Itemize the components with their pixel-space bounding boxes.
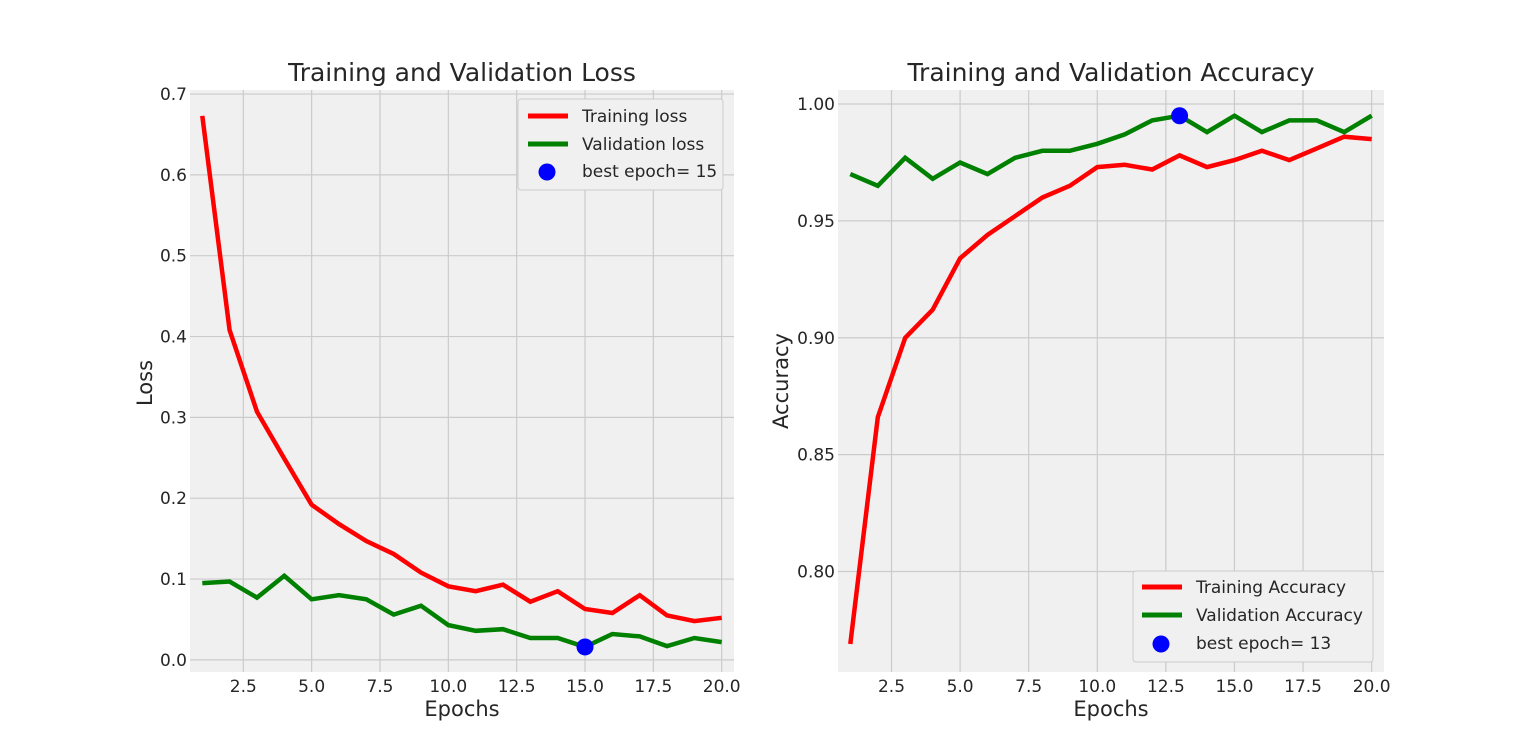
loss-legend: Training loss Validation loss best epoch… bbox=[517, 98, 724, 191]
accuracy-x-tick-label: 10.0 bbox=[1078, 677, 1116, 697]
accuracy-legend-training: Training Accuracy bbox=[1195, 578, 1346, 598]
accuracy-x-tick-label: 15.0 bbox=[1216, 677, 1254, 697]
loss-x-tick-label: 2.5 bbox=[230, 677, 257, 697]
loss-x-tick-label: 12.5 bbox=[498, 677, 536, 697]
accuracy-legend-best: best epoch= 13 bbox=[1196, 634, 1331, 654]
loss-y-axis-label: Loss bbox=[133, 360, 157, 406]
loss-y-tick-label: 0.1 bbox=[160, 570, 187, 590]
accuracy-series-validation-line bbox=[849, 113, 1373, 189]
loss-y-tick-label: 0.7 bbox=[160, 85, 187, 105]
accuracy-x-tick-label: 5.0 bbox=[947, 677, 974, 697]
loss-legend-box bbox=[517, 98, 724, 191]
loss-y-tick-label: 0.2 bbox=[160, 489, 187, 509]
accuracy-y-axis-label: Accuracy bbox=[769, 333, 793, 429]
loss-x-tick-label: 20.0 bbox=[703, 677, 741, 697]
loss-best-marker bbox=[576, 638, 594, 656]
loss-x-tick-label: 15.0 bbox=[566, 677, 604, 697]
loss-x-tick-label: 17.5 bbox=[634, 677, 672, 697]
accuracy-chart-title: Training and Validation Accuracy bbox=[906, 58, 1314, 87]
loss-y-tick-label: 0.4 bbox=[160, 328, 187, 348]
accuracy-series bbox=[848, 113, 1373, 645]
accuracy-y-tick-label: 0.85 bbox=[797, 446, 835, 466]
accuracy-legend-box bbox=[1132, 570, 1374, 663]
loss-legend-validation: Validation loss bbox=[582, 135, 704, 155]
loss-series-validation-line bbox=[202, 572, 723, 650]
loss-legend-swatch-best bbox=[538, 163, 556, 181]
accuracy-x-tick-label: 17.5 bbox=[1284, 677, 1322, 697]
loss-series bbox=[200, 115, 723, 650]
loss-x-tick-label: 5.0 bbox=[298, 677, 325, 697]
accuracy-y-tick-label: 1.00 bbox=[797, 95, 835, 115]
accuracy-legend: Training Accuracy Validation Accuracy be… bbox=[1132, 570, 1374, 663]
accuracy-y-tick-label: 0.80 bbox=[797, 562, 835, 582]
accuracy-y-tick-label: 0.90 bbox=[797, 329, 835, 349]
accuracy-best-epoch-point bbox=[1171, 107, 1189, 125]
loss-y-tick-label: 0.0 bbox=[160, 651, 187, 671]
accuracy-x-tick-label: 7.5 bbox=[1015, 677, 1042, 697]
accuracy-x-tick-label: 2.5 bbox=[878, 677, 905, 697]
loss-chart: 2.5 5.0 7.5 10.0 12.5 15.0 17.5 20.0 0.0 0.1 0.2 0.… bbox=[133, 58, 741, 721]
loss-chart-title: Training and Validation Loss bbox=[287, 58, 636, 87]
accuracy-best-marker bbox=[1171, 107, 1189, 125]
loss-y-tick-label: 0.5 bbox=[160, 247, 187, 267]
accuracy-y-tick-label: 0.95 bbox=[797, 212, 835, 232]
accuracy-series-training-line bbox=[848, 134, 1372, 645]
loss-legend-best: best epoch= 15 bbox=[582, 162, 717, 182]
accuracy-chart: 2.5 5.0 7.5 10.0 12.5 15.0 17.5 20.0 0.80 0.85 0.9… bbox=[769, 58, 1391, 721]
loss-legend-training: Training loss bbox=[581, 107, 687, 127]
loss-x-axis-label: Epochs bbox=[424, 697, 499, 721]
accuracy-x-tick-label: 12.5 bbox=[1147, 677, 1185, 697]
loss-x-tick-label: 10.0 bbox=[429, 677, 467, 697]
accuracy-x-tick-label: 20.0 bbox=[1353, 677, 1391, 697]
accuracy-x-axis-label: Epochs bbox=[1073, 697, 1148, 721]
loss-y-tick-label: 0.3 bbox=[160, 408, 187, 428]
loss-series-training-line bbox=[200, 115, 722, 624]
loss-x-tick-label: 7.5 bbox=[366, 677, 393, 697]
accuracy-legend-swatch-best bbox=[1152, 635, 1170, 653]
accuracy-ticks: 2.5 5.0 7.5 10.0 12.5 15.0 17.5 20.0 0.80 0.85 0.9… bbox=[797, 95, 1390, 697]
accuracy-legend-validation: Validation Accuracy bbox=[1196, 606, 1363, 626]
loss-y-tick-label: 0.6 bbox=[160, 166, 187, 186]
loss-ticks: 2.5 5.0 7.5 10.0 12.5 15.0 17.5 20.0 0.0 0.1 0.2 0.… bbox=[160, 85, 741, 697]
loss-best-epoch-point bbox=[576, 638, 594, 656]
